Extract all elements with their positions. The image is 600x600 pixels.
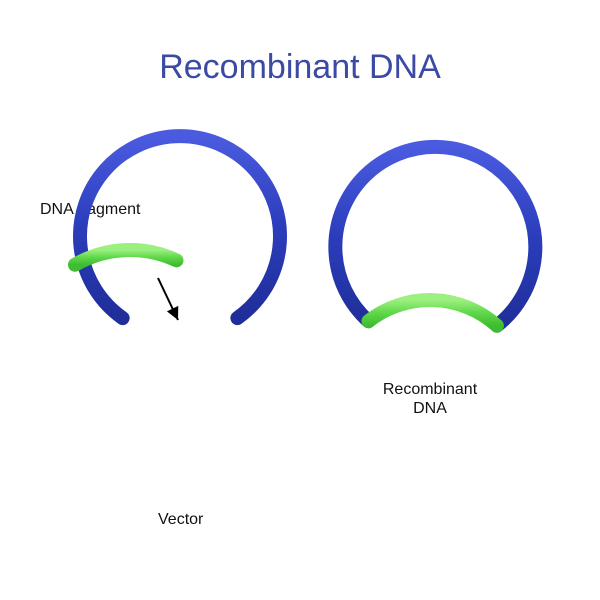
diagram-canvas: Recombinant DNA DNA fragment Vector Reco… [0, 0, 600, 600]
vector-ring [80, 136, 280, 318]
fragment-arc [75, 250, 176, 265]
insertion-arrow [158, 278, 178, 320]
diagram-svg [0, 0, 600, 600]
recombinant-ring [335, 147, 535, 326]
